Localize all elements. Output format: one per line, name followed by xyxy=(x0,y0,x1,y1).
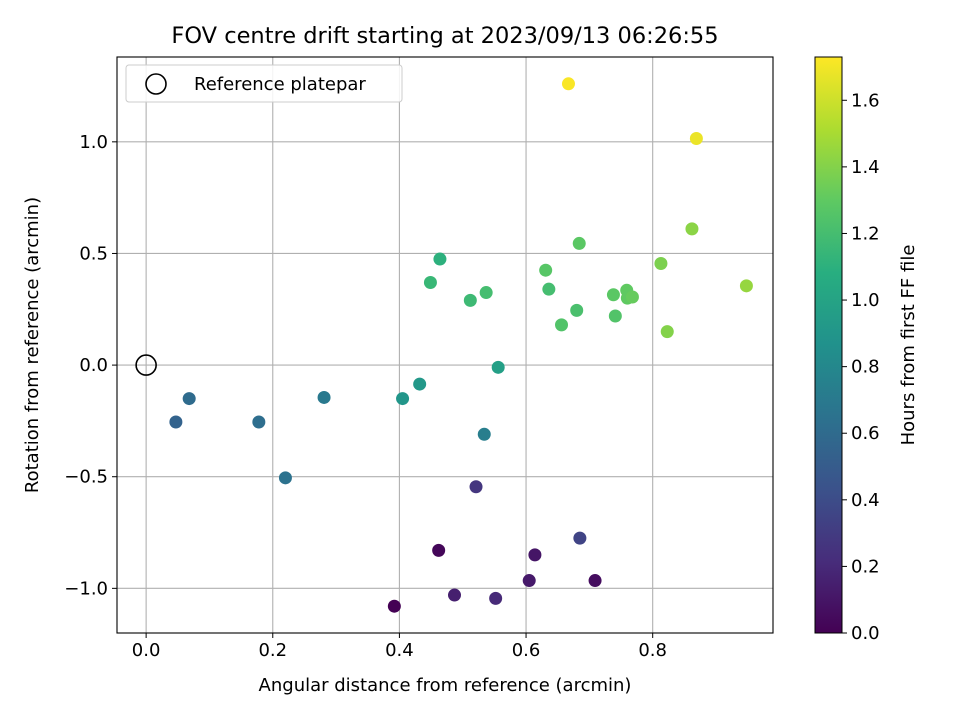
data-point xyxy=(739,279,753,293)
data-point xyxy=(469,480,483,494)
colorbar-tick-label: 0.4 xyxy=(851,490,880,511)
x-axis-label: Angular distance from reference (arcmin) xyxy=(259,675,632,696)
data-point xyxy=(570,303,584,317)
data-point xyxy=(654,257,668,271)
colorbar-tick-label: 1.4 xyxy=(851,157,880,178)
x-tick-label: 0.2 xyxy=(258,640,287,661)
data-point xyxy=(432,543,446,557)
colorbar-tick-label: 1.6 xyxy=(851,90,880,111)
legend: Reference platepar xyxy=(125,64,403,103)
data-point xyxy=(606,288,620,302)
y-axis-ticks: −1.0 −0.5 0.0 0.5 1.0 xyxy=(64,132,117,599)
colorbar xyxy=(814,56,843,634)
reference-platepar-marker xyxy=(135,354,157,376)
colorbar-tick-label: 0.6 xyxy=(851,423,880,444)
data-point xyxy=(522,574,536,588)
data-point xyxy=(572,236,586,250)
data-point xyxy=(660,325,674,339)
plot-area-frame xyxy=(116,56,774,634)
grid-lines xyxy=(117,57,773,633)
data-point xyxy=(555,318,569,332)
x-tick-label: 0.4 xyxy=(385,640,414,661)
x-tick-label: 0.0 xyxy=(132,640,161,661)
data-point xyxy=(528,548,542,562)
y-tick-label: −0.5 xyxy=(64,467,108,488)
data-point xyxy=(423,275,437,289)
colorbar-tick-label: 0.8 xyxy=(851,357,880,378)
colorbar-ticks: 0.0 0.2 0.4 0.6 0.8 1.0 1.2 1.4 1.6 xyxy=(842,90,880,644)
data-point xyxy=(433,252,447,266)
data-point xyxy=(491,360,505,374)
chart-title: FOV centre drift starting at 2023/09/13 … xyxy=(171,23,718,49)
colorbar-tick-label: 1.2 xyxy=(851,223,880,244)
y-tick-label: 0.0 xyxy=(79,355,108,376)
y-tick-label: −1.0 xyxy=(64,578,108,599)
legend-open-circle-marker xyxy=(145,73,167,95)
data-point xyxy=(625,290,639,304)
data-point xyxy=(689,131,703,145)
y-tick-label: 0.5 xyxy=(79,243,108,264)
data-point xyxy=(539,263,553,277)
colorbar-tick-label: 0.0 xyxy=(851,623,880,644)
data-point xyxy=(447,588,461,602)
colorbar-label: Hours from first FF file xyxy=(898,245,919,446)
data-point xyxy=(588,574,602,588)
data-point xyxy=(561,77,575,91)
data-point xyxy=(477,427,491,441)
data-point xyxy=(463,293,477,307)
data-point xyxy=(685,222,699,236)
colorbar-tick-label: 1.0 xyxy=(851,290,880,311)
data-point xyxy=(608,309,622,323)
x-axis-ticks: 0.0 0.2 0.4 0.6 0.8 xyxy=(132,633,667,661)
data-point xyxy=(317,390,331,404)
data-point xyxy=(573,531,587,545)
data-point xyxy=(169,415,183,429)
y-tick-label: 1.0 xyxy=(79,132,108,153)
data-point xyxy=(252,415,266,429)
data-point xyxy=(396,392,410,406)
data-point xyxy=(278,471,292,485)
data-point xyxy=(413,377,427,391)
data-point xyxy=(542,282,556,296)
data-point xyxy=(489,591,503,605)
legend-box xyxy=(125,64,403,103)
scatter-points xyxy=(169,77,753,613)
data-point xyxy=(182,392,196,406)
data-point xyxy=(387,599,401,613)
x-tick-label: 0.6 xyxy=(512,640,541,661)
colorbar-tick-label: 0.2 xyxy=(851,556,880,577)
data-point xyxy=(479,286,493,300)
legend-label: Reference platepar xyxy=(194,74,366,95)
x-tick-label: 0.8 xyxy=(638,640,667,661)
y-axis-label: Rotation from reference (arcmin) xyxy=(22,197,43,493)
